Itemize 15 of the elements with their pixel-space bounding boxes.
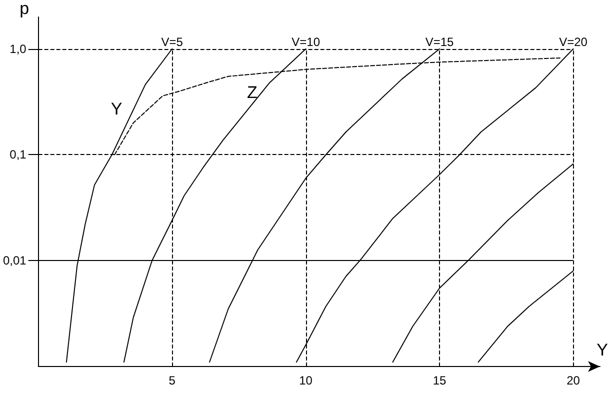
x-tick-label: 5: [168, 374, 176, 388]
annotation: V=20: [559, 34, 588, 49]
y-tick-label: 0,1: [10, 148, 27, 162]
annotation: V=10: [292, 34, 320, 49]
annotation: V=15: [425, 34, 454, 49]
series-label: Y: [110, 99, 122, 118]
x-tick-label: 10: [299, 374, 313, 388]
x-tick-label: 15: [432, 374, 447, 388]
y-tick-label: 0,01: [2, 254, 27, 268]
series-label: Z: [247, 82, 258, 102]
y-tick-label: 1,0: [10, 42, 27, 56]
y-axis-title: p: [20, 0, 30, 18]
x-axis-title: Y: [596, 340, 608, 360]
x-tick-label: 20: [566, 374, 580, 388]
annotation: V=5: [161, 34, 184, 49]
